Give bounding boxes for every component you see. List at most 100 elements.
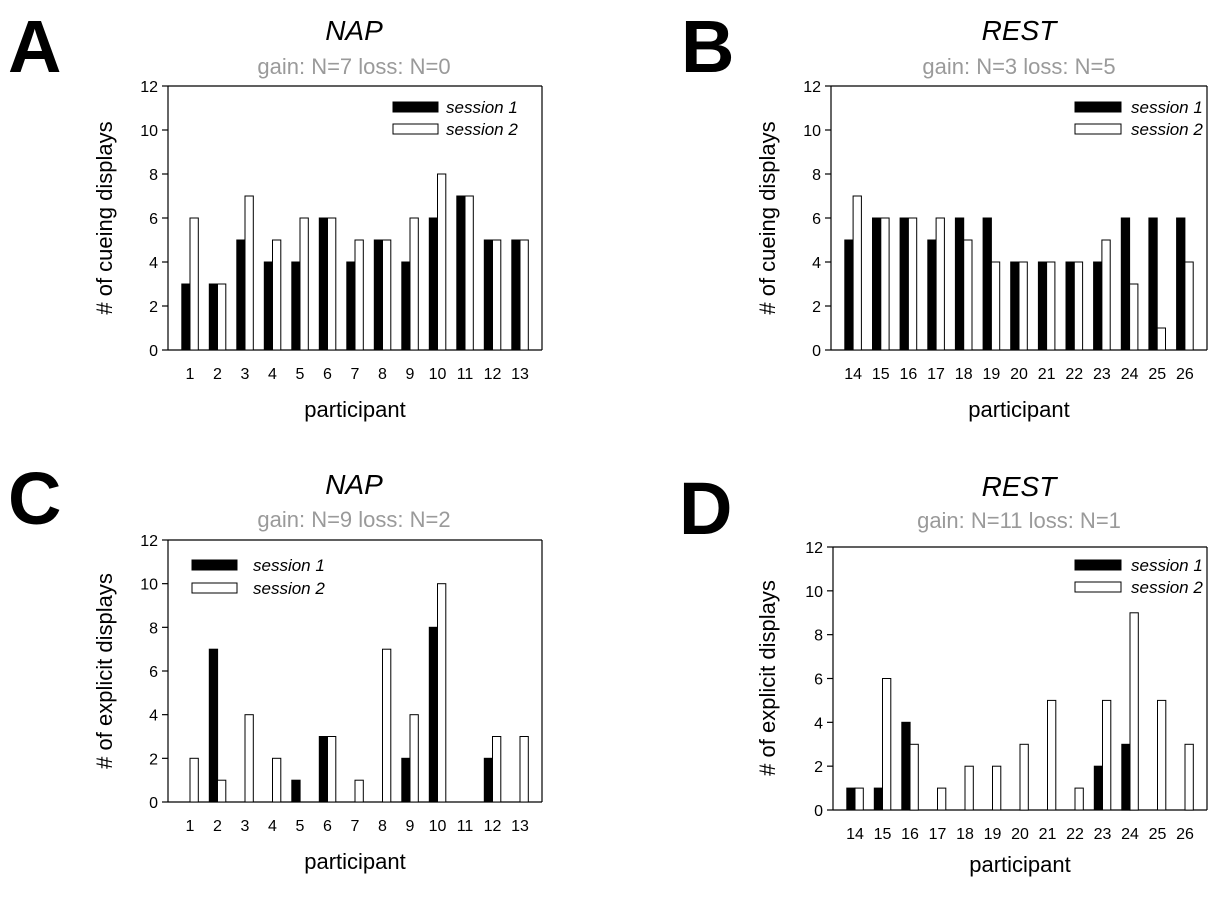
legend-swatch-session-2 [392,123,439,135]
x-tick-label: 19 [982,366,1000,383]
y-tick-label: 4 [149,255,158,272]
bar-session-1 [208,648,219,803]
y-axis-label: # of cueing displays [755,121,780,314]
bar-session-2 [217,779,227,803]
bar-session-1 [511,239,521,351]
bar-session-2 [992,765,1002,811]
bar-session-1 [844,239,854,351]
legend-label-session-1: session 1 [253,556,325,575]
legend-label-session-1: session 1 [446,98,518,117]
legend-swatch-session-2 [1074,581,1122,593]
x-tick-label: 15 [874,826,892,843]
bar-session-1 [846,787,856,811]
bar-session-1 [483,239,494,351]
x-axis-label: participant [969,852,1071,877]
y-tick-label: 0 [149,343,158,360]
chart-subtitle: gain: N=9 loss: N=2 [257,507,450,532]
x-tick-label: 19 [984,826,1002,843]
bar-session-2 [1046,261,1056,351]
y-axis-label: # of cueing displays [92,121,117,314]
bar-session-2 [217,283,227,351]
y-tick-label: 2 [812,299,821,316]
x-tick-label: 17 [929,826,947,843]
bar-session-2 [189,217,199,351]
legend-swatch-session-1 [191,559,238,571]
y-tick-label: 4 [149,708,158,725]
x-tick-label: 3 [241,818,250,835]
x-tick-label: 21 [1039,826,1057,843]
y-axis-label: # of explicit displays [92,573,117,769]
bar-session-2 [990,261,1001,351]
legend-swatch-session-1 [1074,101,1122,113]
legend-swatch-session-1 [392,101,439,113]
bar-session-1 [927,239,937,351]
y-tick-label: 0 [149,795,158,812]
x-tick-label: 14 [846,826,864,843]
bar-session-1 [401,757,411,803]
y-tick-label: 2 [814,759,823,776]
x-tick-label: 15 [872,366,890,383]
bar-session-1 [1093,261,1103,351]
x-tick-label: 3 [241,366,250,383]
bar-session-2 [909,743,919,811]
legend-label-session-2: session 2 [1131,578,1203,597]
bar-session-2 [437,173,447,351]
y-tick-label: 10 [803,123,821,140]
bar-session-1 [456,195,466,351]
bar-session-1 [1037,261,1048,351]
bar-session-2 [409,217,419,351]
chart-title: NAP [325,15,383,46]
x-tick-label: 24 [1121,366,1139,383]
bar-session-2 [189,757,199,803]
legend-label-session-1: session 1 [1131,98,1203,117]
bar-session-2 [882,678,892,811]
chart-panel-c: C NAP gain: N=9 loss: N=2 0 2 4 6 8 10 12 1 2 3 4 5 6 7 8… [0,452,609,892]
bar-session-1 [1121,743,1131,811]
x-tick-label: 7 [351,366,360,383]
bar-session-2 [1129,283,1139,351]
x-tick-label: 2 [213,818,222,835]
bar-session-2 [854,787,864,811]
bar-session-2 [437,583,447,803]
x-tick-label: 17 [927,366,945,383]
bar-session-2 [963,239,973,351]
y-tick-label: 8 [149,167,158,184]
legend-label-session-1: session 1 [1131,556,1203,575]
bar-session-2 [464,195,474,351]
y-tick-label: 8 [149,620,158,637]
bar-session-1 [428,217,439,351]
x-tick-label: 24 [1121,826,1139,843]
bar-session-1 [291,779,301,803]
x-axis-label: participant [304,849,406,874]
x-tick-label: 16 [900,366,918,383]
x-tick-label: 2 [213,366,222,383]
bar-session-1 [1010,261,1020,351]
x-tick-label: 6 [323,366,332,383]
y-tick-label: 6 [149,664,158,681]
x-tick-label: 18 [956,826,974,843]
bar-session-2 [1074,787,1084,811]
chart-panel-b: B REST gain: N=3 loss: N=5 0 2 4 6 8 10 12 14 15 16 1… [609,0,1218,440]
x-tick-label: 18 [955,366,973,383]
x-tick-label: 9 [406,366,415,383]
bar-session-2 [409,714,419,803]
x-tick-label: 5 [296,818,305,835]
bar-session-2 [937,787,947,811]
bar-session-2 [327,736,337,803]
chart-subtitle: gain: N=7 loss: N=0 [257,54,450,79]
bar-session-1 [954,217,965,351]
legend-swatch-session-2 [1074,123,1122,135]
bar-session-1 [901,721,911,811]
bar-session-2 [1018,261,1028,351]
bar-session-2 [1129,612,1139,811]
y-tick-label: 0 [812,343,821,360]
y-tick-label: 10 [140,577,158,594]
chart-panel-d: D REST gain: N=11 loss: N=1 0 2 4 6 8 10 12 14 15 16… [609,462,1218,902]
chart-title: NAP [325,469,383,500]
x-tick-label: 11 [457,818,474,835]
bar-session-1 [1148,217,1158,351]
bar-session-1 [428,626,439,803]
